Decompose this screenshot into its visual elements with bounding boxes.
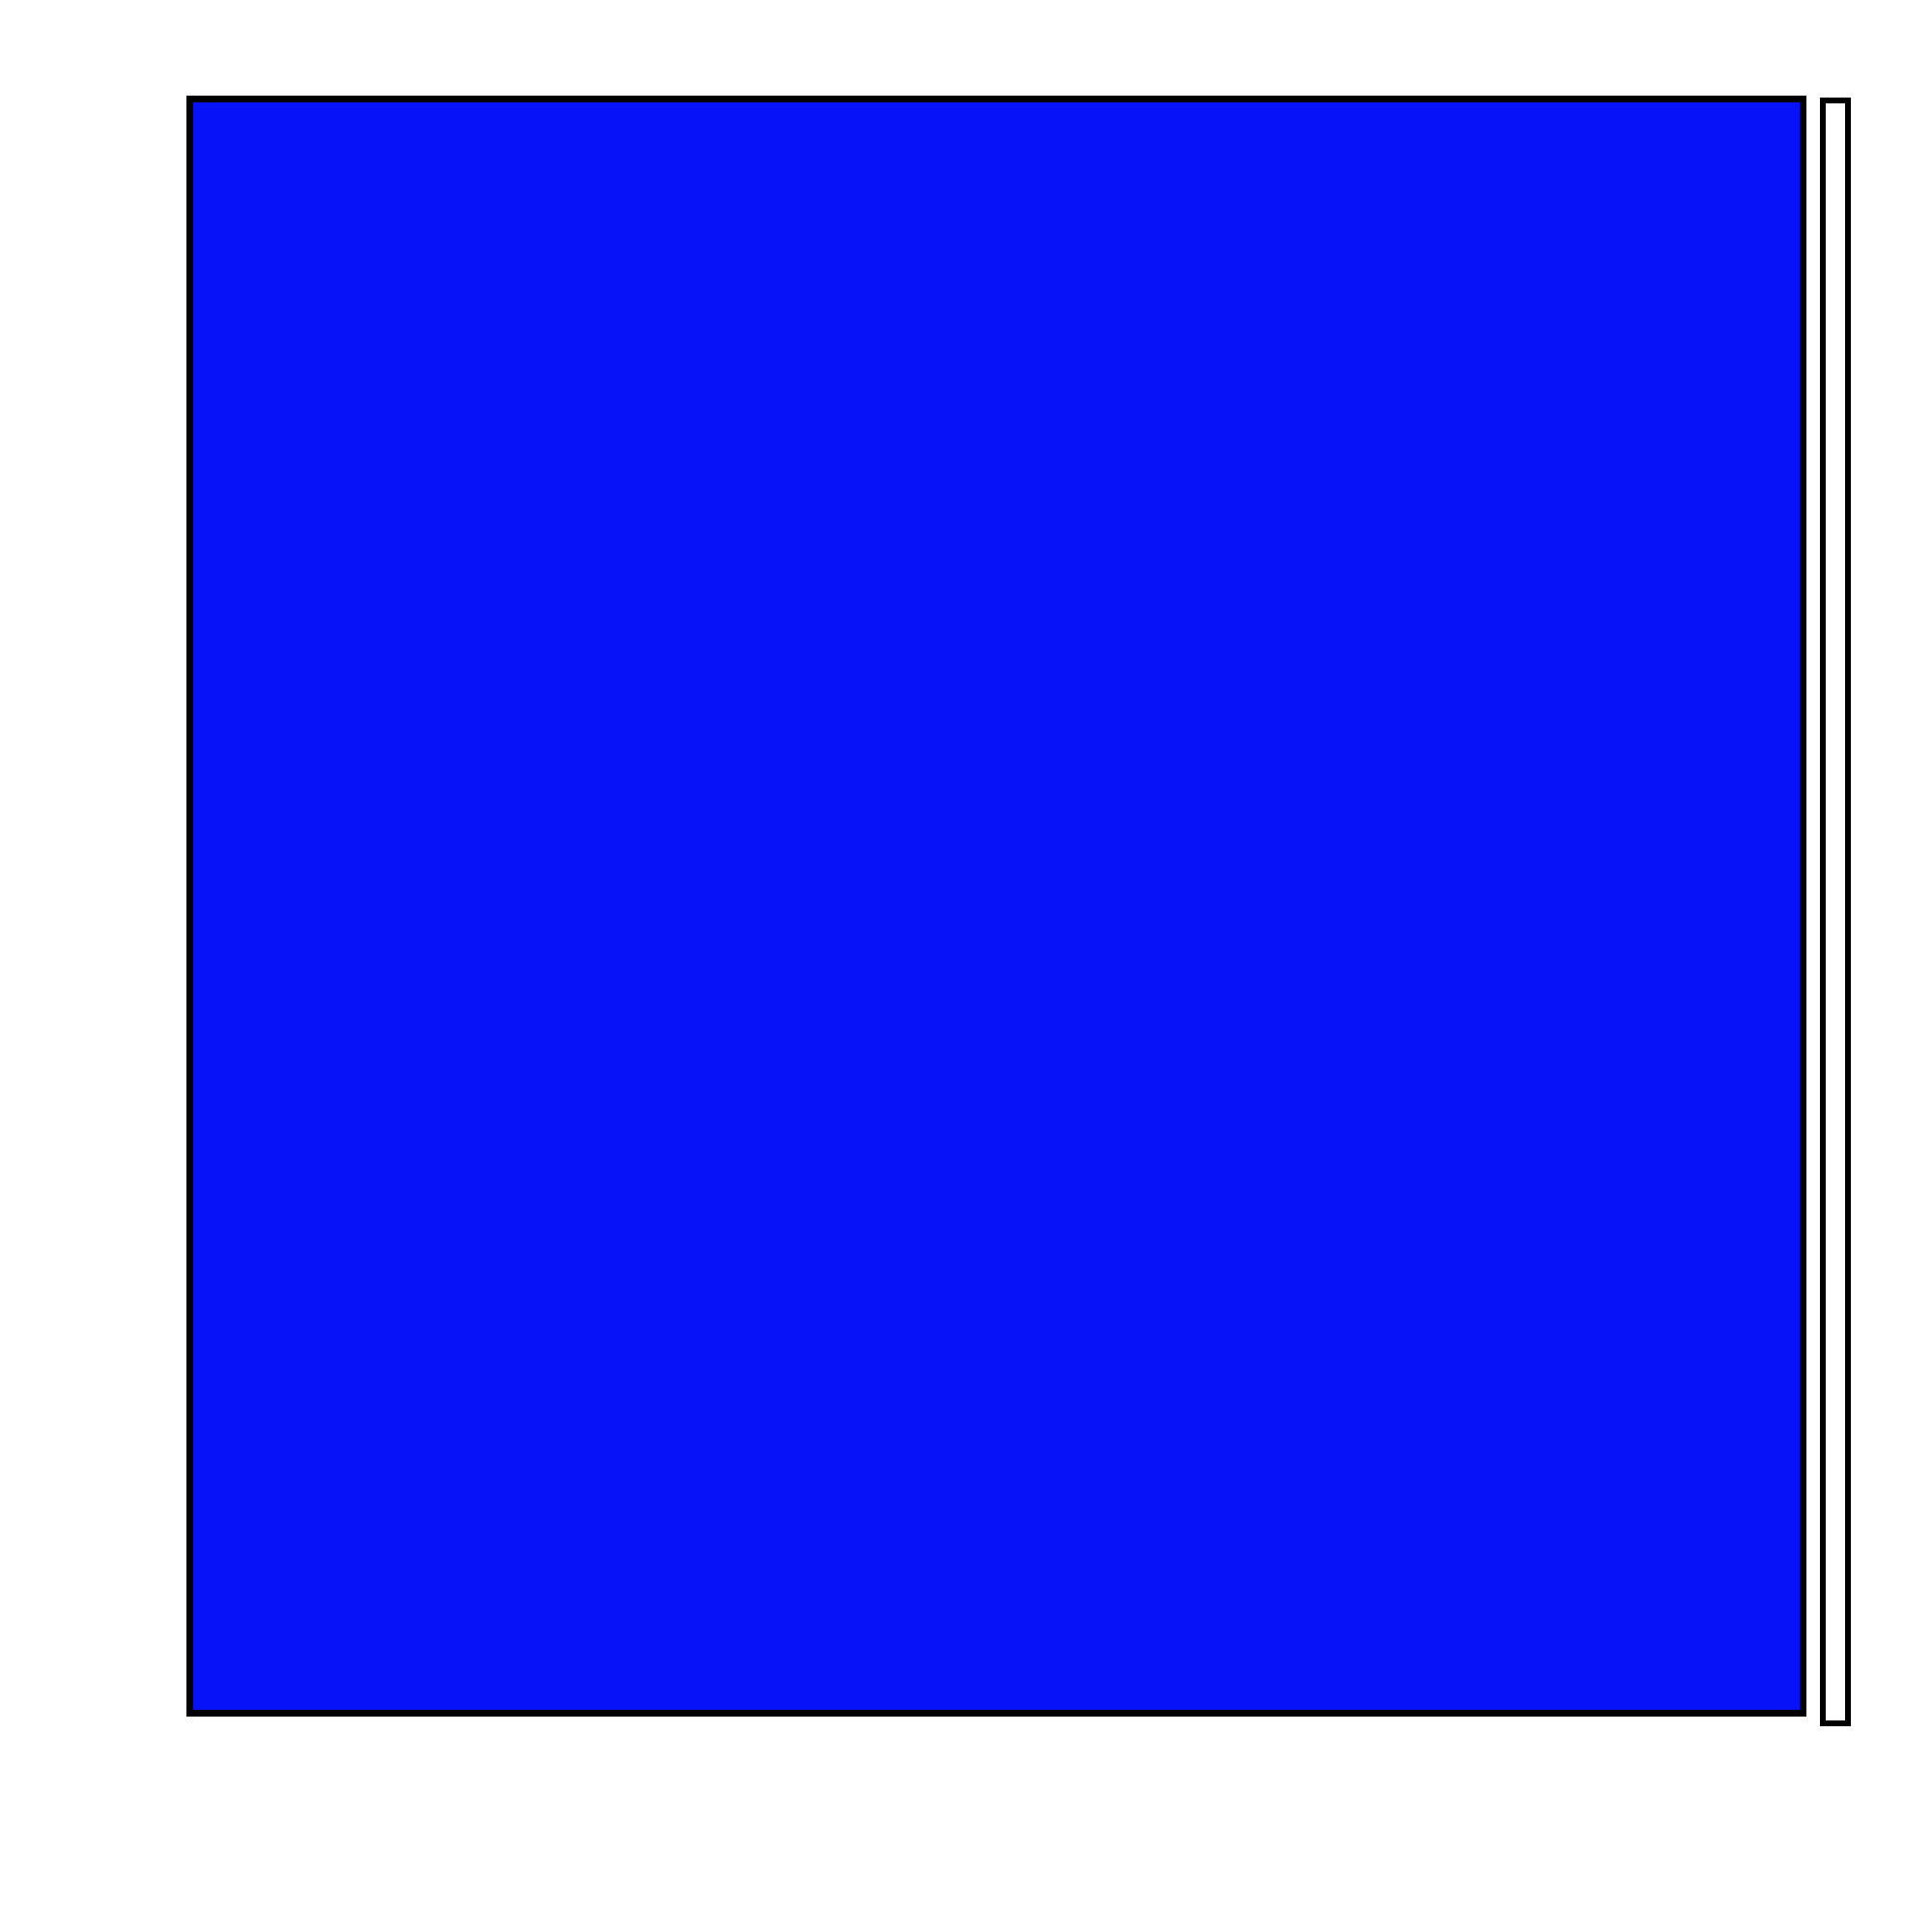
distance-map-heatmap [193, 102, 1800, 1710]
colorbar-gradient [1820, 98, 1851, 1726]
plot-frame [186, 96, 1806, 1717]
